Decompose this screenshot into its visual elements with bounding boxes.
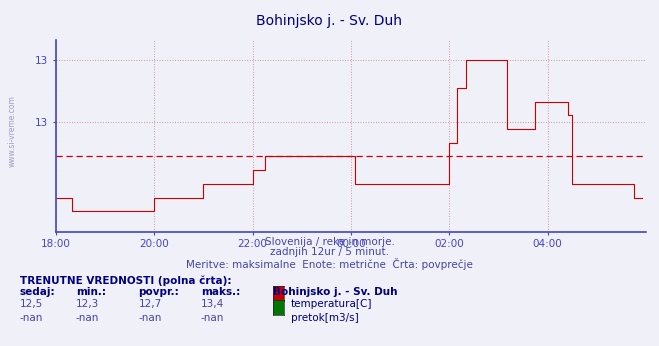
Text: Bohinjsko j. - Sv. Duh: Bohinjsko j. - Sv. Duh (273, 287, 398, 297)
Text: pretok[m3/s]: pretok[m3/s] (291, 313, 358, 323)
Text: www.si-vreme.com: www.si-vreme.com (8, 95, 17, 167)
Text: min.:: min.: (76, 287, 106, 297)
Text: Meritve: maksimalne  Enote: metrične  Črta: povprečje: Meritve: maksimalne Enote: metrične Črta… (186, 258, 473, 270)
Text: -nan: -nan (138, 313, 161, 323)
Text: Slovenija / reke in morje.: Slovenija / reke in morje. (264, 237, 395, 247)
Text: Bohinjsko j. - Sv. Duh: Bohinjsko j. - Sv. Duh (256, 14, 403, 28)
Text: TRENUTNE VREDNOSTI (polna črta):: TRENUTNE VREDNOSTI (polna črta): (20, 275, 231, 285)
Text: 13,4: 13,4 (201, 299, 224, 309)
Text: maks.:: maks.: (201, 287, 241, 297)
Text: povpr.:: povpr.: (138, 287, 179, 297)
Text: 12,3: 12,3 (76, 299, 99, 309)
Text: -nan: -nan (20, 313, 43, 323)
Text: -nan: -nan (201, 313, 224, 323)
Text: sedaj:: sedaj: (20, 287, 55, 297)
Text: -nan: -nan (76, 313, 99, 323)
Text: 12,5: 12,5 (20, 299, 43, 309)
Text: temperatura[C]: temperatura[C] (291, 299, 372, 309)
Text: zadnjih 12ur / 5 minut.: zadnjih 12ur / 5 minut. (270, 247, 389, 257)
Text: 12,7: 12,7 (138, 299, 161, 309)
